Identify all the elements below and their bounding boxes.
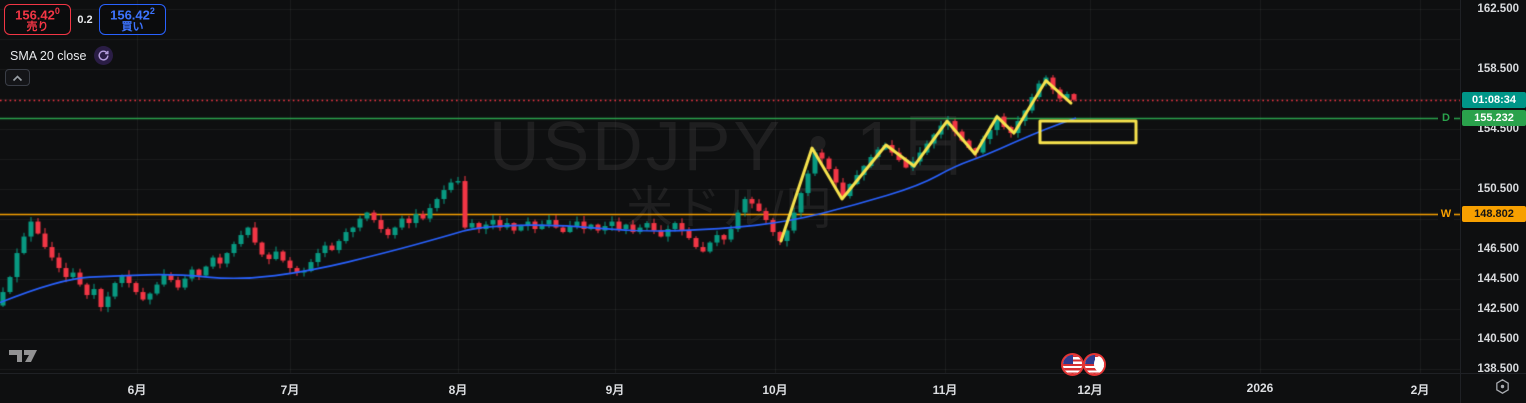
time-axis-label: 11月	[932, 383, 958, 397]
price-axis-label: 138.500	[1477, 362, 1519, 375]
buy-price: 156.422	[110, 5, 155, 23]
trade-panel: 156.420 売り 0.2 156.422 買い	[4, 4, 166, 35]
sell-price: 156.420	[15, 5, 60, 23]
buy-button[interactable]: 156.422 買い	[99, 4, 166, 35]
time-axis[interactable]: 6月 7月 8月 9月 10月 11月 12月 2026 2月	[0, 373, 1460, 403]
time-axis-label: 12月	[1077, 383, 1103, 397]
time-axis-label: 8月	[448, 383, 468, 397]
chart-canvas[interactable]	[0, 0, 1460, 373]
price-axis-label: 142.500	[1477, 302, 1519, 315]
buy-label: 買い	[121, 21, 144, 34]
chevron-up-icon	[12, 69, 23, 87]
indicator-legend-sma[interactable]: SMA 20 close	[10, 46, 114, 65]
axis-corner	[1460, 373, 1526, 403]
price-axis-label: 158.500	[1477, 62, 1519, 75]
price-line-letter: W	[1438, 207, 1454, 222]
time-axis-label: 9月	[605, 383, 625, 397]
time-axis-label: 2月	[1410, 383, 1430, 397]
price-line-badge: 148.802	[1462, 206, 1526, 223]
collapse-indicator-button[interactable]	[5, 69, 30, 86]
indicator-title: SMA 20 close	[10, 48, 87, 63]
tradingview-logo	[8, 348, 38, 369]
us-flag-icon[interactable]	[1083, 353, 1106, 376]
refresh-spinner-icon[interactable]	[94, 46, 114, 65]
sell-button[interactable]: 156.420 売り	[4, 4, 71, 35]
time-axis-label: 2026	[1246, 381, 1274, 395]
price-axis-label: 146.500	[1477, 242, 1519, 255]
price-axis-label: 144.500	[1477, 272, 1519, 285]
price-axis-label: 150.500	[1477, 182, 1519, 195]
flag-canton	[1063, 355, 1074, 364]
sell-label: 売り	[26, 21, 49, 34]
price-line-letter: D	[1438, 110, 1454, 125]
us-flag-icon[interactable]	[1061, 353, 1084, 376]
price-axis-label: 162.500	[1477, 2, 1519, 15]
price-line-badge: 155.232	[1462, 109, 1526, 126]
time-axis-label: 7月	[280, 383, 300, 397]
flag-highlight	[1094, 356, 1104, 372]
time-axis-label: 6月	[127, 383, 147, 397]
price-axis-label: 140.500	[1477, 332, 1519, 345]
gear-icon[interactable]	[1494, 378, 1512, 396]
time-axis-label: 10月	[762, 383, 788, 397]
spread-label: 0.2	[77, 13, 93, 26]
bar-countdown-badge: 01:08:34	[1462, 92, 1526, 109]
flag-canton	[1085, 355, 1096, 364]
price-axis[interactable]: 162.500 158.500 154.500 150.500 146.500 144.5…	[1460, 0, 1526, 375]
